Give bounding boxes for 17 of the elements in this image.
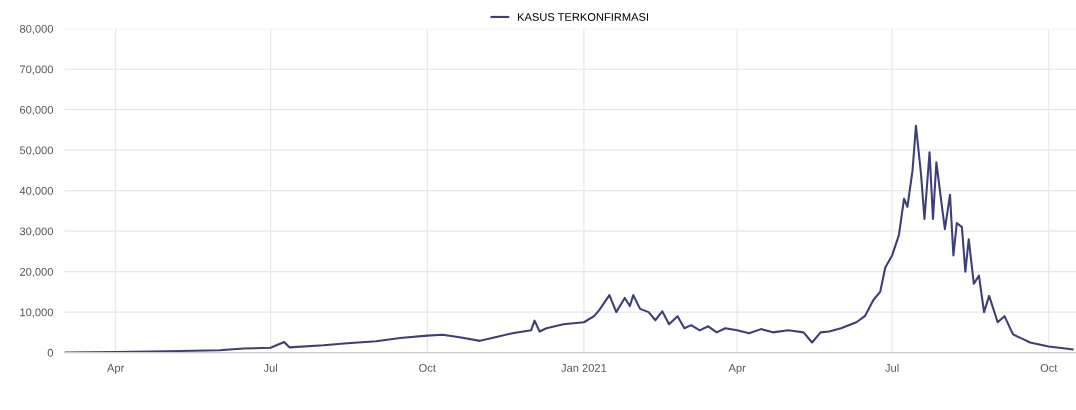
x-tick-label: Jul — [885, 363, 899, 372]
y-tick-label: 50,000 — [19, 146, 54, 156]
y-tick-label: 10,000 — [20, 308, 54, 318]
y-tick-label: 40,000 — [19, 186, 54, 197]
x-tick-label: Oct — [419, 364, 436, 372]
x-tick-label: Apr — [107, 364, 125, 375]
y-tick-label: 0 — [47, 348, 54, 357]
x-tick-label: Apr — [728, 364, 746, 375]
legend-label: KASUS TERKONFIRMASI — [518, 13, 648, 21]
y-tick-label: 30,000 — [19, 227, 54, 237]
y-tick-label: 70,000 — [20, 65, 54, 75]
x-tick-label: Jul — [263, 363, 277, 372]
y-tick-label: 20,000 — [20, 267, 54, 278]
x-tick-label: Jan 2021 — [561, 364, 607, 372]
y-tick-label: 60,000 — [20, 105, 54, 116]
y-tick-label: 80,000 — [19, 24, 54, 35]
x-tick-label: Oct — [1040, 364, 1058, 372]
